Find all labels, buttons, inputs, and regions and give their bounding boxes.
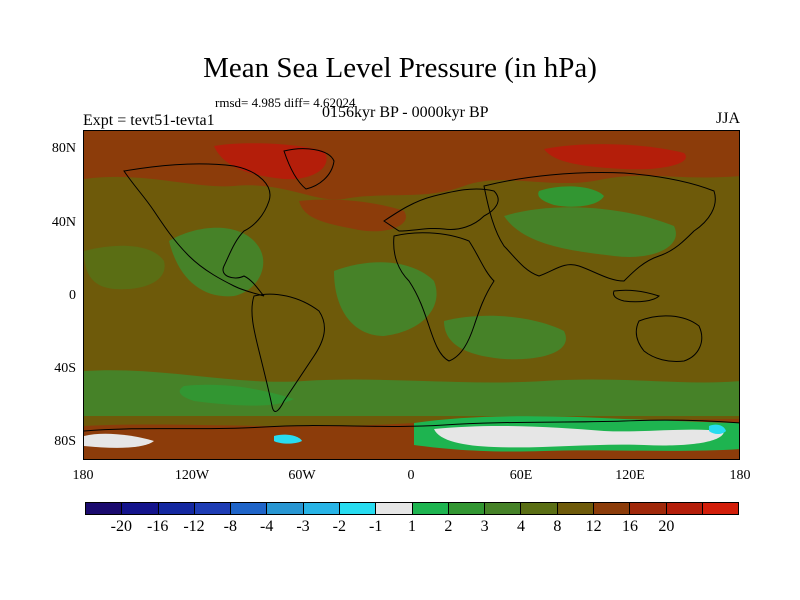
antarctic-cyan-spot bbox=[709, 424, 726, 434]
period-label: 0156kyr BP - 0000kyr BP bbox=[322, 104, 489, 121]
coastline-europe bbox=[383, 188, 499, 232]
lon-tick-0: 0 bbox=[407, 468, 415, 483]
colorbar-cell bbox=[557, 503, 594, 514]
arctic-red-core-east bbox=[544, 144, 686, 170]
lat-tick-80s: 80S bbox=[54, 434, 76, 449]
asia-low bbox=[504, 207, 676, 257]
colorbar-label: 4 bbox=[517, 518, 525, 535]
colorbar-label: -3 bbox=[296, 518, 310, 535]
atlantic-high-region bbox=[299, 199, 406, 232]
north-america-low bbox=[169, 227, 264, 297]
lon-tick-120e: 120E bbox=[615, 468, 645, 483]
tropical-atlantic-low bbox=[334, 262, 437, 336]
colorbar-cell bbox=[593, 503, 631, 514]
colorbar-label: -4 bbox=[259, 518, 274, 535]
lon-tick-120w: 120W bbox=[174, 468, 210, 483]
chart-title: Mean Sea Level Pressure (in hPa) bbox=[203, 52, 597, 84]
lon-tick-60w: 60W bbox=[288, 468, 316, 483]
southern-ocean-light bbox=[179, 384, 294, 406]
colorbar-cell bbox=[630, 503, 667, 514]
colorbar-cell bbox=[303, 503, 340, 514]
colorbar-label: 8 bbox=[553, 518, 562, 535]
colorbar-cell bbox=[448, 503, 486, 514]
colorbar-cell bbox=[376, 503, 413, 514]
colorbar-label: 2 bbox=[444, 518, 453, 535]
indian-ocean-low bbox=[444, 315, 566, 360]
colorbar-cell bbox=[86, 503, 123, 514]
lon-tick-60e: 60E bbox=[509, 468, 533, 483]
coastline-north-america bbox=[123, 163, 271, 297]
colorbar-label: 12 bbox=[585, 518, 602, 535]
colorbar-label: 20 bbox=[658, 518, 675, 535]
season-label: JJA bbox=[716, 110, 741, 127]
colorbar-cell bbox=[666, 503, 703, 514]
colorbar-cell bbox=[339, 503, 377, 514]
coastline-australia bbox=[635, 315, 703, 362]
pacific-antarctic-white bbox=[84, 433, 154, 448]
antarctic-white bbox=[434, 425, 724, 448]
colorbar-label: -16 bbox=[146, 518, 169, 535]
lat-tick-40s: 40S bbox=[54, 361, 76, 376]
colorbar-label: 16 bbox=[622, 518, 638, 535]
colorbar-cell bbox=[231, 503, 268, 514]
colorbar-cell bbox=[702, 503, 739, 514]
colorbar-cell bbox=[122, 503, 159, 514]
pacific-antarctic-cyan bbox=[274, 434, 302, 444]
colorbar-label: -1 bbox=[368, 518, 383, 535]
lat-tick-40n: 40N bbox=[51, 215, 76, 230]
colorbar-cell bbox=[485, 503, 522, 514]
colorbar bbox=[85, 502, 739, 515]
coastline-greenland bbox=[283, 148, 335, 190]
coastline-antarctica bbox=[84, 419, 739, 432]
coastline-indonesia bbox=[613, 289, 660, 303]
stats-label: rmsd= 4.985 diff= 4.62024 bbox=[215, 95, 356, 110]
pacific-low bbox=[84, 245, 165, 290]
colorbar-label: 3 bbox=[480, 518, 489, 535]
arctic-red-core-west bbox=[214, 143, 327, 180]
asia-light-low bbox=[538, 186, 604, 207]
lat-tick-80n: 80N bbox=[51, 141, 76, 156]
colorbar-cell bbox=[158, 503, 195, 514]
map-svg bbox=[84, 131, 739, 459]
lon-tick-180w: 180 bbox=[72, 468, 94, 483]
colorbar-label: -20 bbox=[110, 518, 132, 535]
coastline-south-america bbox=[251, 293, 325, 412]
colorbar-label: -2 bbox=[332, 518, 346, 535]
colorbar-cell bbox=[267, 503, 304, 514]
colorbar-label: 1 bbox=[408, 518, 416, 535]
colorbar-cell bbox=[194, 503, 232, 514]
coastline-africa bbox=[393, 232, 495, 362]
colorbar-cell bbox=[521, 503, 558, 514]
colorbar-cell bbox=[412, 503, 449, 514]
pressure-map bbox=[83, 130, 740, 460]
colorbar-label: -8 bbox=[223, 518, 237, 535]
colorbar-label: -12 bbox=[183, 518, 205, 535]
lat-tick-0: 0 bbox=[69, 288, 76, 303]
experiment-label: Expt = tevt51-tevta1 bbox=[83, 112, 215, 129]
lon-tick-180e: 180 bbox=[729, 468, 751, 483]
coastline-asia bbox=[483, 172, 716, 282]
